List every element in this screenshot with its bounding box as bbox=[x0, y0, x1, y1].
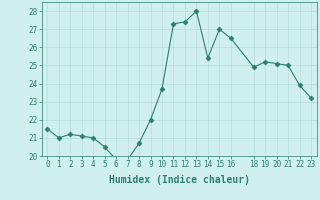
X-axis label: Humidex (Indice chaleur): Humidex (Indice chaleur) bbox=[109, 175, 250, 185]
